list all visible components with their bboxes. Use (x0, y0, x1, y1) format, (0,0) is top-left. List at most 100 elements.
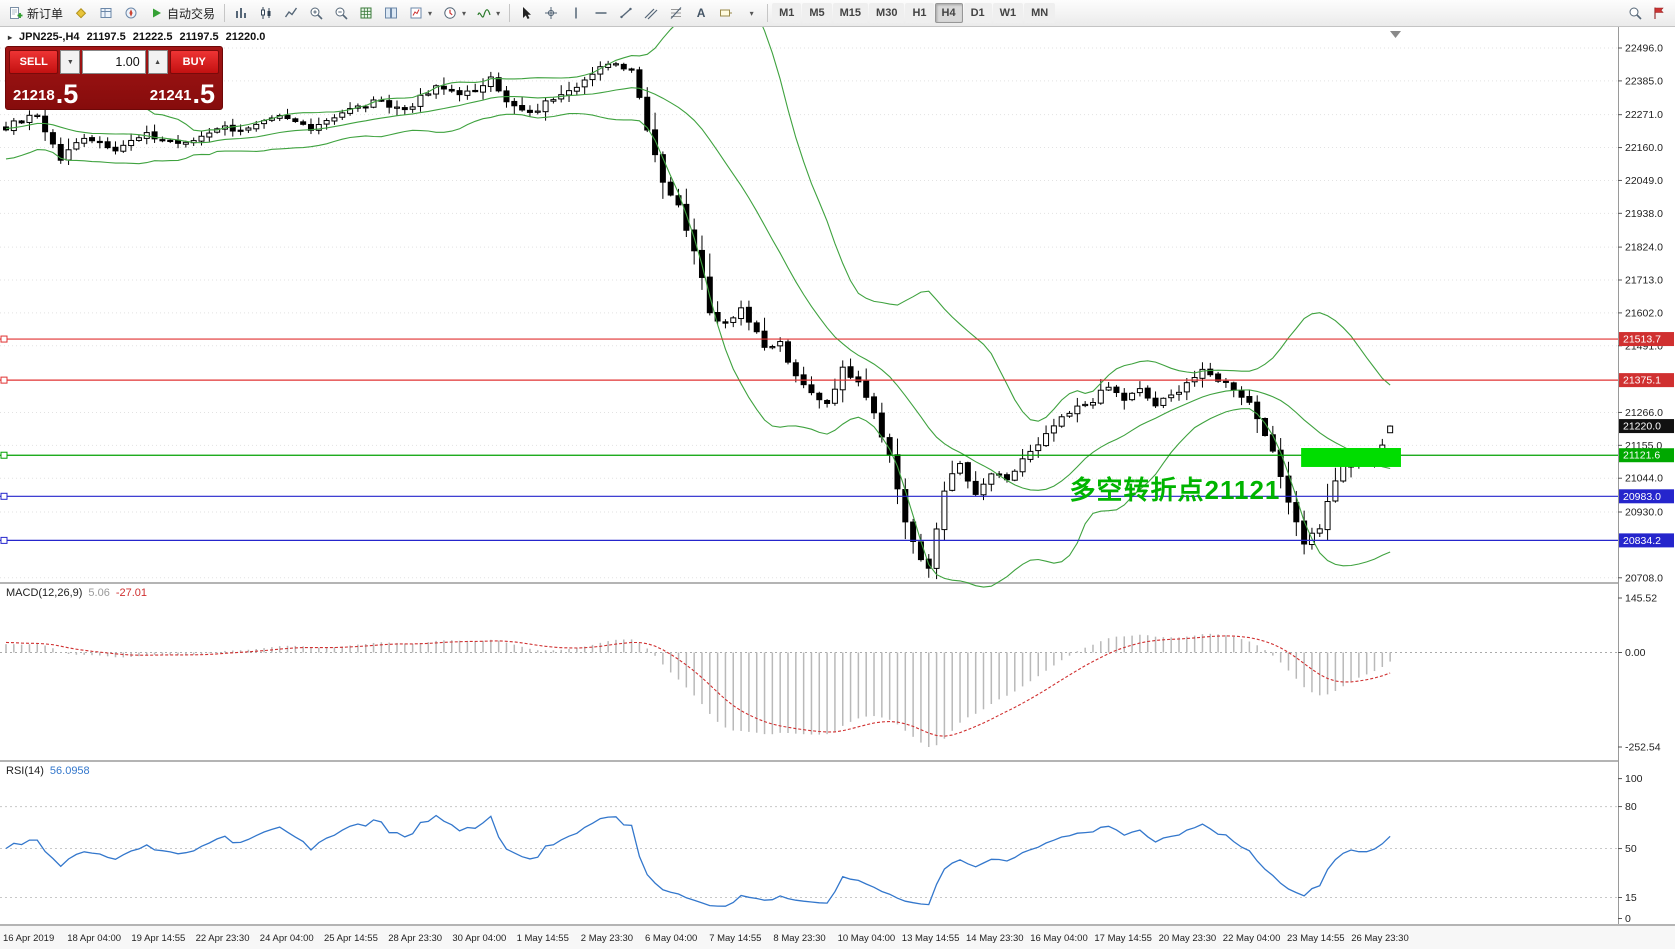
price-tick-label: 21824.0 (1625, 242, 1663, 254)
panel-separator[interactable] (0, 582, 1675, 584)
timeframe-w1[interactable]: W1 (992, 3, 1024, 23)
new-order-button[interactable]: 新订单 (4, 2, 68, 24)
candle-body (839, 366, 846, 391)
zoom-in-button[interactable] (304, 2, 328, 24)
notifications-button[interactable] (1647, 2, 1671, 24)
zoom-out-icon (335, 7, 348, 20)
candle-body (620, 63, 627, 70)
trendline-button[interactable] (614, 2, 638, 24)
fibonacci-button[interactable] (664, 2, 688, 24)
buy-button[interactable]: BUY (169, 50, 219, 74)
timeframe-h1[interactable]: H1 (905, 3, 934, 23)
navigator-button[interactable] (119, 2, 143, 24)
date-label: 17 May 14:55 (1094, 933, 1152, 944)
candle-body (1035, 444, 1042, 452)
candle-body (957, 463, 964, 474)
date-label: 18 Apr 04:00 (67, 933, 121, 944)
cursor-button[interactable] (514, 2, 538, 24)
timeframe-m5[interactable]: M5 (802, 3, 832, 23)
volume-input[interactable]: 1.00 (82, 50, 146, 74)
grid-button[interactable] (354, 2, 378, 24)
volume-increase-button[interactable]: ▲ (147, 50, 168, 74)
chart-annotation-text[interactable]: 多空转折点21121 (1069, 474, 1281, 505)
timeframe-m1[interactable]: M1 (772, 3, 802, 23)
new-chart-caret-icon: ▾ (428, 8, 433, 18)
candle-body (347, 108, 354, 114)
periods-button[interactable]: ▾ (438, 2, 471, 24)
market-watch-button[interactable] (69, 2, 93, 24)
candle-body (284, 114, 291, 120)
candle-body (1152, 397, 1159, 407)
vertical-line-button[interactable] (564, 2, 588, 24)
date-label: 6 May 04:00 (645, 933, 697, 944)
candle-body (1058, 416, 1065, 427)
timeframe-m30[interactable]: M30 (869, 3, 905, 23)
candle-body (1332, 480, 1339, 502)
buy-price-pip: .5 (192, 79, 215, 109)
candle-body (1066, 412, 1073, 417)
date-label: 14 May 23:30 (966, 933, 1024, 944)
bar-chart-button[interactable] (229, 2, 253, 24)
search-button[interactable] (1623, 2, 1647, 24)
candle-body (1160, 397, 1167, 406)
candle-body (456, 90, 463, 96)
macd-name: MACD(12,26,9) (6, 587, 83, 599)
rsi-axis-label: 15 (1625, 892, 1637, 904)
timeframe-d1[interactable]: D1 (963, 3, 992, 23)
candle-body (511, 100, 518, 107)
grid-icon (360, 7, 372, 19)
tile-windows-button[interactable] (379, 2, 403, 24)
bollinger-middle-band (5, 87, 1391, 491)
panel-separator[interactable] (0, 760, 1675, 762)
data-window-button[interactable] (94, 2, 118, 24)
indicators-button[interactable]: ▾ (472, 2, 505, 24)
candlestick-chart-button[interactable] (254, 2, 278, 24)
trendline-icon (620, 7, 632, 19)
autotrading-button[interactable]: 自动交易 (144, 2, 220, 24)
candle-body (112, 146, 119, 152)
candle-body (863, 380, 870, 398)
timeframe-m15[interactable]: M15 (832, 3, 869, 23)
price-line-label (1619, 448, 1674, 463)
candle-body (542, 100, 549, 113)
label-tool-button[interactable] (714, 2, 738, 24)
candle-body (550, 99, 557, 102)
channel-button[interactable] (639, 2, 663, 24)
price-line-label (1619, 373, 1674, 388)
buy-price[interactable]: 21241 .5 (150, 79, 215, 109)
text-tool-button[interactable]: A (689, 2, 713, 24)
horizontal-line-icon (595, 12, 607, 14)
price-tick-label: 20930.0 (1625, 507, 1663, 519)
candle-body (135, 137, 142, 141)
toolbar-separator (224, 4, 226, 22)
price-line-label-text: 21121.6 (1623, 450, 1660, 462)
candle-body (1230, 382, 1237, 391)
line-chart-button[interactable] (279, 2, 303, 24)
candle-body (785, 341, 791, 363)
candle-body (612, 63, 619, 66)
candle-body (339, 112, 346, 118)
new-chart-button[interactable]: ▾ (404, 2, 437, 24)
ohlc-close: 21220.0 (225, 31, 266, 43)
horizontal-line-button[interactable] (589, 2, 613, 24)
highlight-rectangle-object[interactable] (1301, 448, 1401, 467)
panel-separator[interactable] (0, 924, 1675, 926)
zoom-out-button[interactable] (329, 2, 353, 24)
rsi-value: 56.0958 (49, 765, 90, 777)
navigator-icon (125, 7, 137, 19)
symbol-info: ▸ JPN225-,H4 21197.5 21222.5 21197.5 212… (8, 31, 265, 43)
price-line-label-text: 21375.1 (1623, 375, 1661, 387)
crosshair-button[interactable] (539, 2, 563, 24)
sell-price[interactable]: 21218 .5 (13, 81, 78, 108)
volume-decrease-button[interactable]: ▼ (60, 50, 81, 74)
timeframe-h4[interactable]: H4 (934, 3, 963, 23)
price-shift-marker-icon[interactable] (1390, 31, 1401, 38)
shapes-button[interactable]: ▾ (739, 2, 763, 24)
timeframe-mn[interactable]: MN (1024, 3, 1056, 23)
candle-body (917, 541, 924, 561)
candle-body (1011, 470, 1018, 481)
sell-button[interactable]: SELL (9, 50, 59, 74)
date-label: 16 Apr 2019 (3, 933, 54, 944)
candle-body (495, 77, 502, 92)
